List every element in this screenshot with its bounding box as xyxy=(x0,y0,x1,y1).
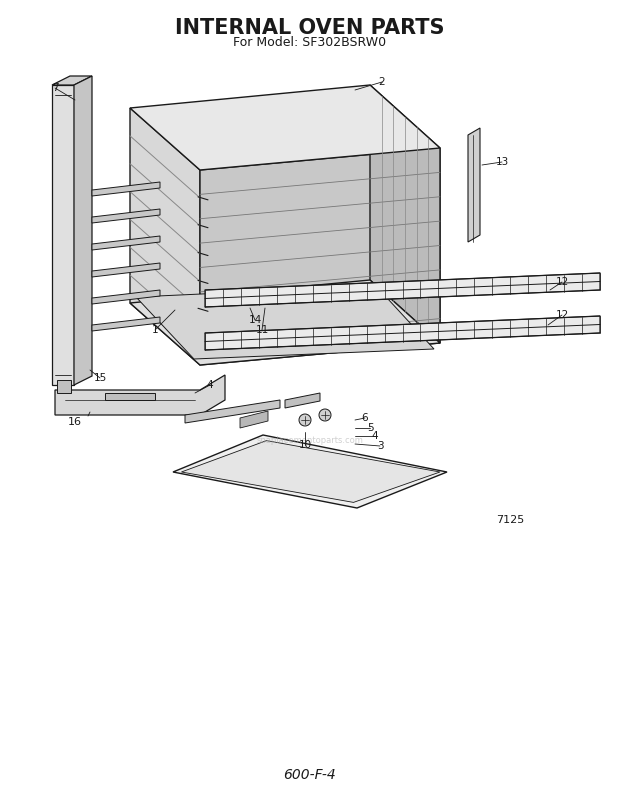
Text: 12: 12 xyxy=(556,277,569,287)
Polygon shape xyxy=(130,280,440,365)
Text: 11: 11 xyxy=(255,325,268,335)
Polygon shape xyxy=(92,236,160,250)
Polygon shape xyxy=(92,290,160,304)
Circle shape xyxy=(319,409,331,421)
Text: 7125: 7125 xyxy=(496,515,524,525)
Polygon shape xyxy=(92,209,160,223)
Polygon shape xyxy=(92,182,160,196)
Polygon shape xyxy=(92,317,160,331)
Polygon shape xyxy=(240,411,268,428)
Text: 15: 15 xyxy=(94,373,107,383)
Text: For Model: SF302BSRW0: For Model: SF302BSRW0 xyxy=(234,36,386,49)
Text: 14: 14 xyxy=(249,315,262,325)
Polygon shape xyxy=(105,393,155,400)
Polygon shape xyxy=(136,286,434,359)
Polygon shape xyxy=(285,393,320,408)
Polygon shape xyxy=(205,316,600,350)
Polygon shape xyxy=(182,441,440,502)
Text: 2: 2 xyxy=(379,77,385,87)
Text: INTERNAL OVEN PARTS: INTERNAL OVEN PARTS xyxy=(175,18,445,38)
Text: 4: 4 xyxy=(371,431,378,441)
Polygon shape xyxy=(205,273,600,307)
Text: 10: 10 xyxy=(298,440,312,450)
Polygon shape xyxy=(370,85,440,343)
Polygon shape xyxy=(185,400,280,423)
Text: 7: 7 xyxy=(51,83,58,93)
Polygon shape xyxy=(130,85,440,170)
Polygon shape xyxy=(74,76,92,385)
Polygon shape xyxy=(173,435,447,508)
Text: 1: 1 xyxy=(152,325,158,335)
Text: snaplacementoparts.com: snaplacementoparts.com xyxy=(257,436,363,445)
Circle shape xyxy=(299,414,311,426)
Text: 13: 13 xyxy=(495,157,508,167)
Polygon shape xyxy=(55,375,225,415)
Text: 16: 16 xyxy=(68,417,82,427)
Polygon shape xyxy=(52,85,74,385)
Polygon shape xyxy=(57,380,71,393)
Polygon shape xyxy=(92,263,160,277)
Text: 6: 6 xyxy=(361,413,368,423)
Text: 12: 12 xyxy=(556,310,569,320)
Text: 600-F-4: 600-F-4 xyxy=(283,768,337,782)
Polygon shape xyxy=(468,128,480,242)
Polygon shape xyxy=(52,76,92,85)
Polygon shape xyxy=(130,108,200,365)
Text: 3: 3 xyxy=(377,441,383,451)
Text: 5: 5 xyxy=(366,423,373,433)
Polygon shape xyxy=(200,148,440,365)
Text: 4: 4 xyxy=(206,380,213,390)
